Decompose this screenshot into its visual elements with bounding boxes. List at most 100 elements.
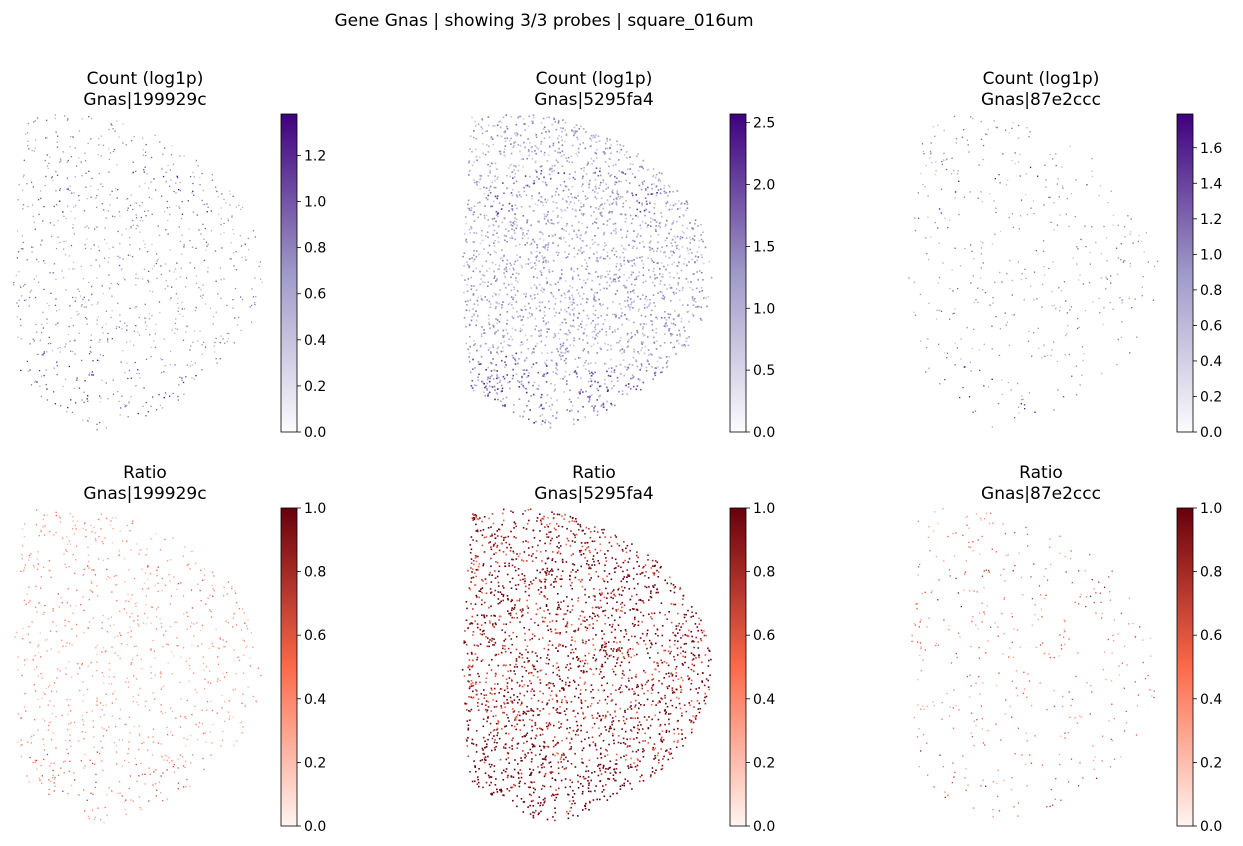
scatter-point [67, 205, 69, 207]
scatter-point [162, 646, 164, 648]
scatter-point [177, 395, 179, 398]
scatter-point [619, 263, 622, 265]
scatter-point [555, 159, 558, 162]
scatter-point [121, 328, 123, 330]
scatter-point [211, 179, 214, 181]
scatter-point [702, 240, 704, 243]
scatter-point [485, 197, 487, 199]
scatter-point [569, 201, 572, 203]
scatter-point [509, 387, 511, 390]
scatter-point [94, 816, 96, 818]
scatter-point [59, 517, 61, 519]
scatter-point [602, 181, 605, 184]
scatter-point [498, 549, 501, 552]
scatter-point [525, 387, 527, 390]
scatter-point [645, 295, 647, 298]
scatter-point [472, 260, 475, 263]
scatter-point [995, 316, 997, 318]
scatter-point [684, 345, 687, 347]
scatter-point [510, 116, 513, 118]
scatter-point [95, 259, 97, 261]
scatter-point [543, 775, 546, 778]
scatter-point [34, 296, 37, 299]
scatter-point [522, 165, 525, 168]
scatter-point [140, 668, 143, 670]
scatter-point [615, 365, 618, 367]
scatter-point [86, 318, 88, 320]
scatter-point [544, 246, 546, 248]
scatter-point [544, 198, 547, 201]
scatter-point [473, 254, 475, 256]
scatter-point [1120, 336, 1122, 338]
scatter-point [572, 605, 574, 607]
scatter-point [610, 367, 613, 369]
scatter-point [1029, 166, 1032, 169]
scatter-point [176, 645, 178, 647]
scatter-point [1011, 279, 1013, 282]
scatter-point [547, 242, 550, 244]
scatter-point [158, 234, 161, 237]
scatter-point [122, 540, 124, 542]
scatter-point [603, 231, 605, 234]
scatter-point [537, 148, 540, 150]
scatter-point [1129, 263, 1131, 265]
panel-title-line2: Gnas|5295fa4 [534, 90, 653, 110]
scatter-point [155, 795, 157, 797]
scatter-point [532, 363, 535, 366]
scatter-point [219, 358, 221, 360]
scatter-point [86, 799, 88, 801]
scatter-point [76, 520, 79, 522]
scatter-point [661, 625, 664, 627]
scatter-point [546, 184, 549, 187]
scatter-point [160, 358, 162, 360]
scatter-point [524, 753, 526, 756]
scatter-point [48, 569, 50, 571]
scatter-point [48, 336, 50, 339]
scatter-point [514, 238, 517, 241]
scatter-point [518, 357, 520, 360]
scatter-point [191, 550, 193, 553]
scatter-point [193, 176, 195, 178]
scatter-point [563, 237, 565, 239]
scatter-point [489, 253, 492, 256]
scatter-point [133, 726, 136, 728]
scatter-point [633, 301, 635, 303]
scatter-points [461, 114, 713, 429]
scatter-point [145, 215, 147, 217]
scatter-point [87, 420, 89, 422]
scatter-point [504, 638, 507, 641]
scatter-point [673, 740, 675, 743]
scatter-point [1056, 360, 1058, 363]
scatter-point [671, 333, 674, 336]
scatter-point [1008, 132, 1010, 134]
scatter-point [511, 171, 514, 173]
scatter-point [236, 740, 238, 742]
scatter-point [651, 329, 654, 331]
scatter-point [121, 234, 123, 236]
scatter-point [20, 755, 23, 758]
scatter-point [252, 230, 255, 232]
scatter-point [485, 636, 487, 638]
scatter-point [113, 575, 116, 577]
scatter-point [499, 789, 501, 791]
scatter-point [217, 196, 219, 198]
scatter-point [1053, 304, 1056, 307]
scatter-point [582, 391, 584, 393]
scatter-point [536, 387, 538, 390]
scatter-point [176, 262, 178, 264]
scatter-point [143, 612, 146, 615]
scatter-point [70, 784, 73, 787]
scatter-point [480, 295, 483, 297]
scatter-point [629, 163, 632, 165]
scatter-point [647, 336, 649, 338]
scatter-point [524, 129, 526, 131]
scatter-point [202, 732, 205, 735]
scatter-point [655, 185, 658, 188]
scatter-point [88, 621, 91, 623]
scatter-point [152, 728, 155, 730]
scatter-point [601, 215, 603, 217]
scatter-point [470, 285, 473, 287]
scatter-point [546, 328, 548, 330]
scatter-point [144, 322, 147, 324]
scatter-point [544, 181, 547, 184]
